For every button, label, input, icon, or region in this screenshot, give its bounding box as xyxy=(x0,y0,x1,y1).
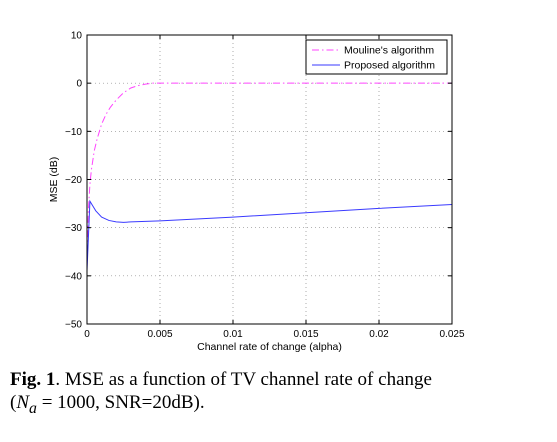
grid xyxy=(87,35,452,324)
y-tick-label: 0 xyxy=(76,79,82,90)
x-tick-label: 0.005 xyxy=(147,329,172,340)
y-tick-label: −10 xyxy=(65,127,82,138)
plot-frame xyxy=(86,34,453,325)
figure-caption: Fig. 1. MSE as a function of TV channel … xyxy=(10,368,530,420)
caption-params: = 1000, SNR=20dB). xyxy=(36,392,205,413)
y-tick-label: −30 xyxy=(65,223,82,234)
series-line-1 xyxy=(86,82,452,267)
y-tick-label: −50 xyxy=(65,320,82,331)
series-line-2 xyxy=(86,199,453,272)
caption-na-symbol: N xyxy=(16,392,30,413)
y-tick-label: −20 xyxy=(65,175,82,186)
caption-na-subscript: a xyxy=(29,399,37,417)
x-tick-label: 0.025 xyxy=(439,329,464,340)
legend-label: Proposed algorithm xyxy=(344,60,435,72)
x-tick-label: 0.015 xyxy=(293,329,318,340)
y-tick-label: 10 xyxy=(71,31,83,42)
caption-label: Fig. 1 xyxy=(10,369,56,390)
y-tick-label: −40 xyxy=(65,271,82,282)
ticks: 0 0.005 0.01 0.015 0.02 0.025 −50 −40 −30 −20 −10 0… xyxy=(65,31,465,341)
x-tick-label: 0.01 xyxy=(223,329,243,340)
caption-text: . MSE as a function of TV channel rate o… xyxy=(55,369,432,390)
legend-box xyxy=(305,39,448,75)
series-lines xyxy=(86,82,453,272)
x-tick-label: 0.02 xyxy=(369,329,389,340)
x-tick-label: 0 xyxy=(84,329,90,340)
y-axis-label: MSE (dB) xyxy=(48,157,60,203)
mse-chart: 0 0.005 0.01 0.015 0.02 0.025 −50 −40 −30 −20 −10 0… xyxy=(48,31,465,354)
legend-label: Mouline's algorithm xyxy=(344,45,434,57)
caption-open-paren: ( xyxy=(10,392,17,413)
legend: Mouline's algorithm Proposed algorithm xyxy=(305,39,448,75)
x-axis-label: Channel rate of change (alpha) xyxy=(197,341,342,353)
